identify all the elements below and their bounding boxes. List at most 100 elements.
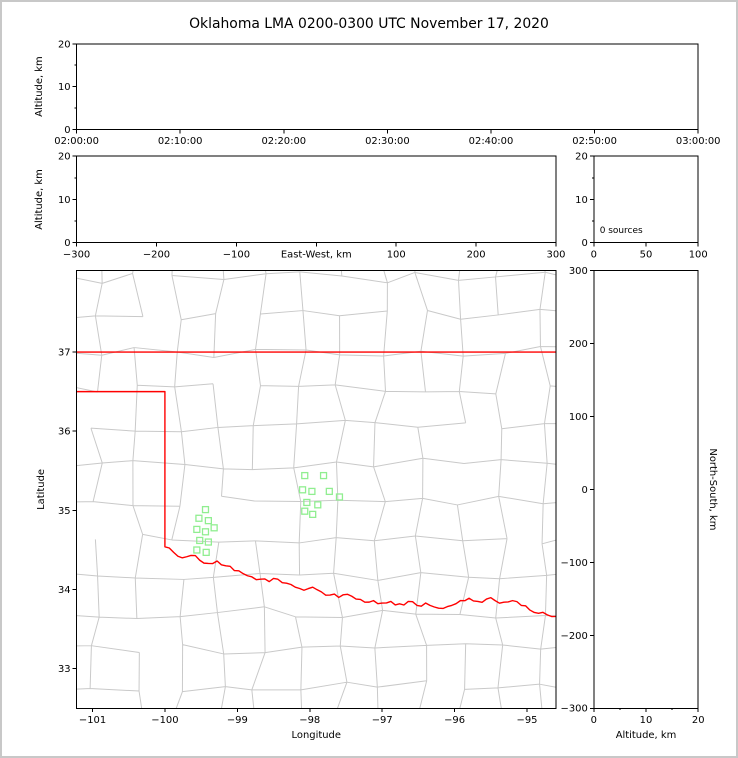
y-ticks: 0 10 20 <box>58 152 77 249</box>
x-axis-label: East-West, km <box>281 250 352 261</box>
lma-station-marker <box>193 525 201 534</box>
x-tick-label: −97 <box>372 715 393 726</box>
lma-station-marker <box>195 514 203 522</box>
x-ticks: 0 50 100 <box>591 242 708 261</box>
y-tick-label: 20 <box>58 39 71 50</box>
lma-station-marker <box>325 487 333 496</box>
lma-station-marker <box>314 501 322 509</box>
x-ticks: 02:00:00 02:10:00 02:20:00 02:30:00 02:40:00… <box>54 129 721 147</box>
lma-station-marker <box>196 536 204 545</box>
lma-station-marker <box>201 528 210 536</box>
lma-station-marker <box>204 517 213 525</box>
y-tick-label: 0 <box>581 485 587 496</box>
x-tick-label: −100 <box>223 250 250 261</box>
y-tick-label: 300 <box>569 266 588 277</box>
county-boundaries <box>76 270 556 709</box>
y-tick-label: 0 <box>581 238 587 249</box>
y-tick-label: 20 <box>575 152 588 163</box>
x-axis-label: Longitude <box>292 730 341 741</box>
y-tick-label: 37 <box>58 348 71 359</box>
y-axis-label: Altitude, km <box>34 56 45 117</box>
x-tick-label: 50 <box>640 250 653 261</box>
plot-background <box>76 156 556 243</box>
y-tick-label: 10 <box>58 195 71 206</box>
x-tick-label: 02:10:00 <box>158 136 203 147</box>
y-ticks: −300 −200 −100 0 100 200 300 <box>561 266 594 715</box>
lma-station-marker <box>301 507 309 515</box>
lma-station-marker <box>202 548 210 557</box>
x-tick-label: 200 <box>467 250 486 261</box>
plot-background <box>593 270 699 709</box>
x-tick-label: −95 <box>517 715 538 726</box>
map-panel: −101 −100 −99 −98 −97 −96 −95 33 34 35 36 37 Longitu… <box>36 270 557 741</box>
lma-station-marker <box>201 505 210 514</box>
y-tick-label: 36 <box>58 427 71 438</box>
x-ticks: −300 −200 −100 100 200 300 <box>63 242 565 261</box>
x-tick-label: 02:40:00 <box>469 136 514 147</box>
lma-stations <box>193 471 344 557</box>
lma-station-marker <box>298 486 307 494</box>
y-tick-label: 20 <box>58 152 71 163</box>
lma-station-marker <box>301 471 309 480</box>
x-tick-label: 10 <box>640 715 653 726</box>
x-tick-label: 02:30:00 <box>365 136 410 147</box>
lma-station-marker <box>308 487 316 496</box>
y-tick-label: 200 <box>569 339 588 350</box>
y-tick-label: 35 <box>58 506 71 517</box>
y-ticks: 33 34 35 36 37 <box>58 348 77 675</box>
lma-station-marker <box>303 498 311 507</box>
x-tick-label: 100 <box>689 250 708 261</box>
y-tick-label: −200 <box>561 631 588 642</box>
x-tick-label: 03:00:00 <box>676 136 721 147</box>
x-ticks: −101 −100 −99 −98 −97 −96 −95 <box>79 708 538 726</box>
y-tick-label: 33 <box>58 664 71 675</box>
plot-background <box>593 156 699 243</box>
y-tick-label: 10 <box>58 82 71 93</box>
x-tick-label: −101 <box>79 715 106 726</box>
x-tick-label: −300 <box>63 250 90 261</box>
oklahoma-state-border <box>76 390 556 618</box>
y-axis-label: Latitude <box>36 469 47 510</box>
y-tick-label: 0 <box>64 125 70 136</box>
x-tick-label: −100 <box>151 715 178 726</box>
y-tick-label: 0 <box>64 238 70 249</box>
x-tick-label: 300 <box>546 250 565 261</box>
x-tick-label: −98 <box>299 715 320 726</box>
lma-station-marker <box>210 524 218 532</box>
y-tick-label: −300 <box>561 704 588 715</box>
y-axis-label: Altitude, km <box>34 169 45 230</box>
y-tick-label: 10 <box>575 195 588 206</box>
time-height-panel: 02:00:00 02:10:00 02:20:00 02:30:00 02:40:00… <box>34 39 721 147</box>
plot-background <box>76 43 699 130</box>
lma-station-marker <box>335 493 344 501</box>
source-count-label: 0 sources <box>600 226 643 236</box>
y-axis-label-right: North-South, km <box>707 448 718 530</box>
x-tick-label: 02:00:00 <box>54 136 99 147</box>
alt-histogram-panel: 0 50 100 0 10 20 0 sources <box>575 152 708 261</box>
y-ticks: 0 10 20 <box>575 152 594 249</box>
lma-station-marker <box>193 546 201 554</box>
x-tick-label: −96 <box>444 715 465 726</box>
map-content <box>76 270 556 709</box>
x-tick-label: −200 <box>143 250 170 261</box>
x-axis-label: Altitude, km <box>616 730 677 741</box>
lma-station-marker <box>319 471 328 480</box>
x-tick-label: 100 <box>387 250 406 261</box>
axes-frame <box>76 270 557 709</box>
ew-height-panel: −300 −200 −100 100 200 300 0 10 20 Altitude, km Ea… <box>34 152 566 261</box>
x-ticks: 0 10 20 <box>591 708 705 726</box>
x-tick-label: 02:50:00 <box>572 136 617 147</box>
x-tick-label: 0 <box>591 715 597 726</box>
x-tick-label: 02:20:00 <box>261 136 306 147</box>
lma-station-marker <box>204 538 213 546</box>
ns-height-panel: 0 10 20 −300 −200 −100 0 100 200 300 Altitude, km N… <box>561 266 719 741</box>
x-tick-label: 0 <box>591 250 597 261</box>
y-tick-label: −100 <box>561 558 588 569</box>
lma-station-marker <box>309 510 317 519</box>
x-tick-label: 20 <box>692 715 705 726</box>
y-tick-label: 100 <box>569 412 588 423</box>
plot-background <box>76 270 556 709</box>
y-ticks: 0 10 20 <box>58 39 77 136</box>
